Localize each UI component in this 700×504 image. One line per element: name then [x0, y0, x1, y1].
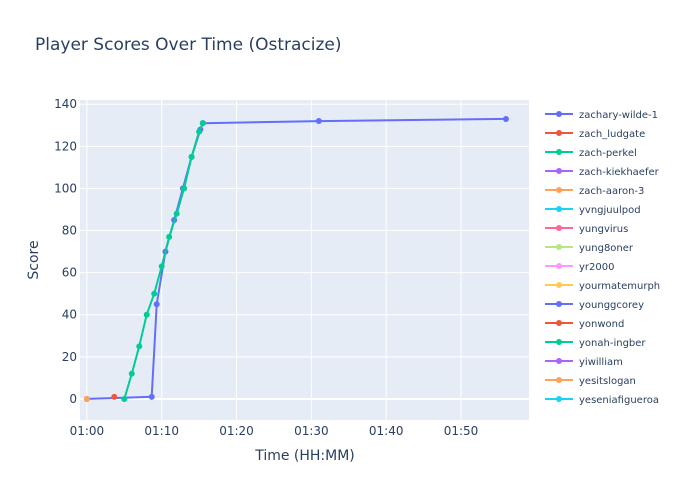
- plot-area: [80, 100, 529, 420]
- data-point[interactable]: [83, 395, 90, 402]
- legend-label: yiwilliam: [579, 357, 623, 368]
- legend-swatch-marker: [556, 320, 562, 326]
- legend-label: yung8oner: [579, 243, 634, 254]
- x-axis-label: Time (HH:MM): [254, 448, 355, 464]
- legend-label: yesitslogan: [579, 376, 636, 387]
- legend-label: yvngjuulpod: [579, 205, 641, 216]
- y-tick-label: 80: [62, 224, 77, 238]
- data-point[interactable]: [158, 263, 165, 270]
- axes: 0 20 40 60 80 100 120 140 01:00 01:10 01:20 01:30 01…: [54, 97, 478, 438]
- legend-swatch-marker: [556, 358, 562, 364]
- legend-swatch-marker: [556, 187, 562, 193]
- legend-item[interactable]: younggcorey: [545, 300, 644, 311]
- legend-label: yonwond: [579, 319, 624, 330]
- y-tick-label: 60: [62, 266, 77, 280]
- legend-item[interactable]: yung8oner: [545, 243, 634, 254]
- x-tick-label: 01:20: [219, 424, 254, 438]
- legend-label: zach-perkel: [579, 148, 637, 159]
- legend-swatch-marker: [556, 244, 562, 250]
- series-line: [123, 122, 204, 400]
- x-tick-label: 01:40: [369, 424, 404, 438]
- y-tick-label: 140: [54, 97, 77, 111]
- data-point[interactable]: [143, 311, 150, 318]
- data-point[interactable]: [188, 153, 195, 160]
- series-layer: [83, 115, 509, 402]
- legend-item[interactable]: yeseniafigueroa: [545, 395, 659, 406]
- gridlines: [80, 100, 529, 420]
- legend[interactable]: zachary-wilde-1 zach_ludgate zach-perkel za…: [545, 110, 660, 425]
- legend-item[interactable]: yourmatemurph: [545, 281, 660, 292]
- legend-swatch-marker: [556, 282, 562, 288]
- data-point[interactable]: [181, 185, 188, 192]
- legend-label: yonah-ingber: [579, 338, 646, 349]
- legend-swatch-marker: [556, 130, 562, 136]
- legend-swatch-marker: [556, 263, 562, 269]
- legend-item[interactable]: yr2000: [545, 262, 614, 273]
- legend-label: zachary-wilde-1: [579, 110, 658, 121]
- legend-swatch-marker: [556, 339, 562, 345]
- legend-item[interactable]: zachary-wilde-1: [545, 110, 658, 121]
- legend-swatch-marker: [556, 396, 562, 402]
- data-point[interactable]: [153, 301, 160, 308]
- y-tick-label: 40: [62, 308, 77, 322]
- y-tick-label: 0: [69, 392, 77, 406]
- legend-swatch-marker: [556, 206, 562, 212]
- y-axis-label: Score: [26, 240, 42, 279]
- legend-item[interactable]: zach_ludgate: [545, 129, 645, 140]
- legend-item[interactable]: yungvirus: [545, 224, 628, 235]
- data-point[interactable]: [111, 393, 118, 400]
- legend-item[interactable]: yiwilliam: [545, 357, 623, 368]
- data-point[interactable]: [128, 370, 135, 377]
- legend-label: yungvirus: [579, 224, 628, 235]
- x-tick-label: 01:10: [144, 424, 179, 438]
- legend-swatch-marker: [556, 301, 562, 307]
- legend-item[interactable]: yvngjuulpod: [545, 205, 641, 216]
- legend-item[interactable]: yesitslogan: [545, 376, 636, 387]
- data-point[interactable]: [173, 210, 180, 217]
- data-point[interactable]: [136, 343, 143, 350]
- legend-swatch-marker: [556, 111, 562, 117]
- data-point[interactable]: [148, 393, 155, 400]
- legend-label: yr2000: [579, 262, 614, 273]
- legend-item[interactable]: yonah-ingber: [545, 338, 646, 349]
- y-tick-label: 20: [62, 350, 77, 364]
- chart-title: Player Scores Over Time (Ostracize): [35, 35, 342, 55]
- y-tick-label: 120: [54, 139, 77, 153]
- data-point[interactable]: [166, 233, 173, 240]
- legend-label: zach-kiekhaefer: [579, 167, 660, 178]
- legend-item[interactable]: zach-aaron-3: [545, 186, 644, 197]
- legend-swatch-marker: [556, 149, 562, 155]
- legend-label: zach-aaron-3: [579, 186, 644, 197]
- data-point[interactable]: [199, 120, 206, 127]
- x-tick-label: 01:00: [70, 424, 105, 438]
- legend-item[interactable]: zach-kiekhaefer: [545, 167, 660, 178]
- series-zach-perkel[interactable]: [121, 120, 206, 402]
- x-tick-label: 01:50: [444, 424, 479, 438]
- series-zach-aaron-3[interactable]: [83, 395, 90, 402]
- data-point[interactable]: [315, 118, 322, 125]
- legend-swatch-marker: [556, 377, 562, 383]
- legend-swatch-marker: [556, 225, 562, 231]
- y-tick-label: 100: [54, 181, 77, 195]
- data-point[interactable]: [121, 395, 128, 402]
- legend-label: yeseniafigueroa: [579, 395, 659, 406]
- legend-label: yourmatemurph: [579, 281, 660, 292]
- data-point[interactable]: [196, 128, 203, 135]
- legend-label: younggcorey: [579, 300, 644, 311]
- legend-item[interactable]: yonwond: [545, 319, 624, 330]
- legend-label: zach_ludgate: [579, 129, 645, 140]
- x-tick-label: 01:30: [294, 424, 329, 438]
- series-zach_ludgate[interactable]: [111, 393, 118, 400]
- legend-item[interactable]: zach-perkel: [545, 148, 637, 159]
- data-point[interactable]: [151, 290, 158, 297]
- data-point[interactable]: [502, 115, 509, 122]
- legend-swatch-marker: [556, 168, 562, 174]
